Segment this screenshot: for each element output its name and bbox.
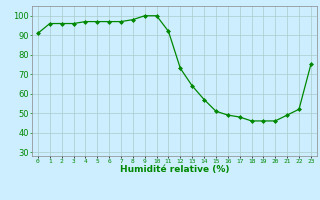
X-axis label: Humidité relative (%): Humidité relative (%) <box>120 165 229 174</box>
